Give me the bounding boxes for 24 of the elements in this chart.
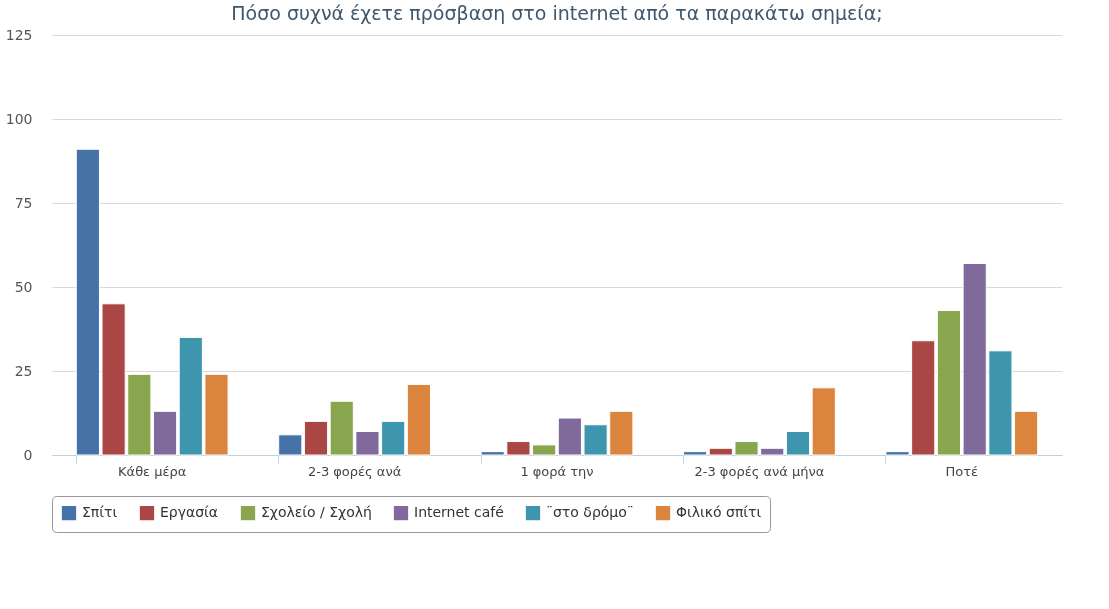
x-tick-label: 2-3 φορές ανά μήνα [694,463,825,479]
y-tick-label: 25 [14,362,33,379]
y-tick-label: 125 [5,26,33,43]
y-tick-label: 75 [14,194,33,211]
legend-label: ¨στο δρόμο¨ [546,504,634,521]
x-tick-label: 2-3 φορές ανά [307,463,402,479]
legend-label: Εργασία [160,504,219,521]
bar [683,451,708,456]
x-tick-label: 1 φορά την [520,463,594,479]
x-tick-label: Κάθε μέρα [118,463,187,479]
bar [303,420,329,456]
bar [278,434,303,456]
legend-label: Σχολείο / Σχολή [261,504,372,521]
bar [785,430,811,456]
y-tick-label: 0 [23,446,33,463]
bar [406,383,431,456]
legend-label: Internet café [414,504,504,521]
bar [811,387,836,456]
chart-title: Πόσο συχνά έχετε πρόσβαση στο internet από τα παρακάτω σημεία; [231,2,883,24]
legend-label: Σπίτι [82,504,118,521]
legend-label: Φιλικό σπίτι [676,504,762,521]
y-tick-label: 50 [14,278,33,295]
y-tick-label: 100 [5,110,33,127]
x-tick-label: Ποτέ [945,463,979,479]
